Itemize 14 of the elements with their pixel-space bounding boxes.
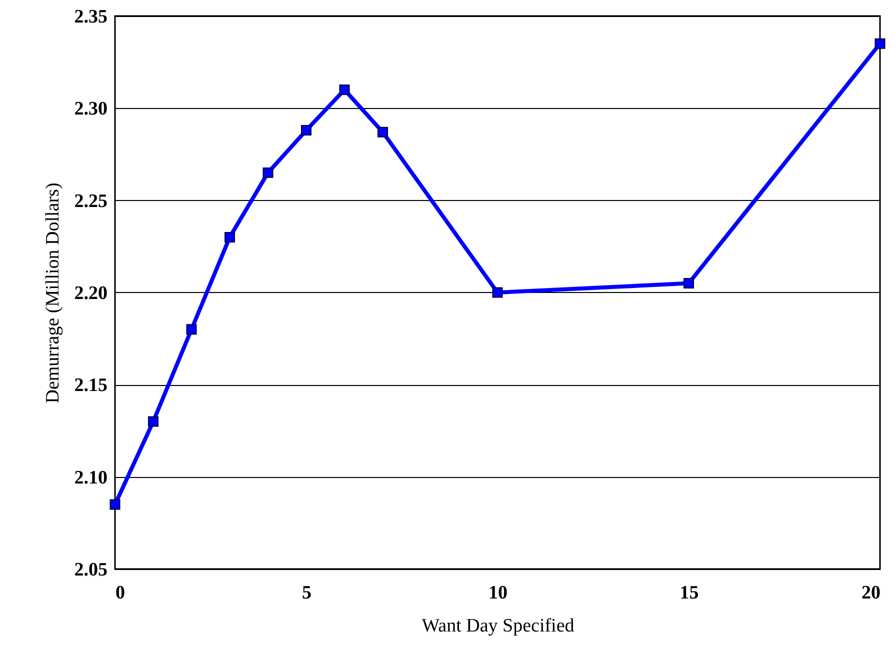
x-tick-label: 5	[302, 582, 312, 604]
x-tick-label: 20	[862, 582, 880, 604]
y-tick-label: 2.25	[74, 190, 108, 212]
y-tick-label: 2.10	[74, 467, 108, 488]
y-tick-label: 2.15	[74, 375, 108, 396]
y-tick-label: 2.20	[74, 283, 108, 304]
x-tick-label: 10	[488, 582, 508, 604]
y-tick-label: 2.35	[74, 6, 108, 28]
x-axis-title: Want Day Specified	[422, 616, 575, 636]
y-tick-label: 2.05	[74, 560, 108, 580]
x-tick-label: 15	[680, 582, 699, 604]
x-tick-label: 0	[116, 582, 125, 604]
y-axis-title: Demurrage (Million Dollars)	[42, 182, 64, 404]
y-tick-label: 2.30	[74, 98, 108, 120]
